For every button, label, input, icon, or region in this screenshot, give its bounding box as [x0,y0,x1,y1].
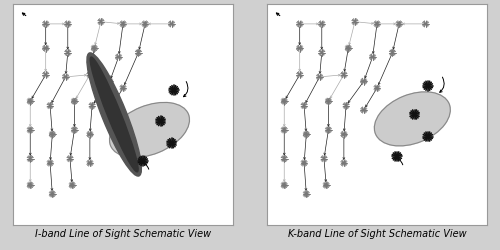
Ellipse shape [90,58,138,172]
Ellipse shape [87,54,142,176]
Ellipse shape [374,92,450,146]
X-axis label: K-band Line of Sight Schematic View: K-band Line of Sight Schematic View [288,228,467,238]
Ellipse shape [110,103,190,158]
X-axis label: I-band Line of Sight Schematic View: I-band Line of Sight Schematic View [35,228,211,238]
